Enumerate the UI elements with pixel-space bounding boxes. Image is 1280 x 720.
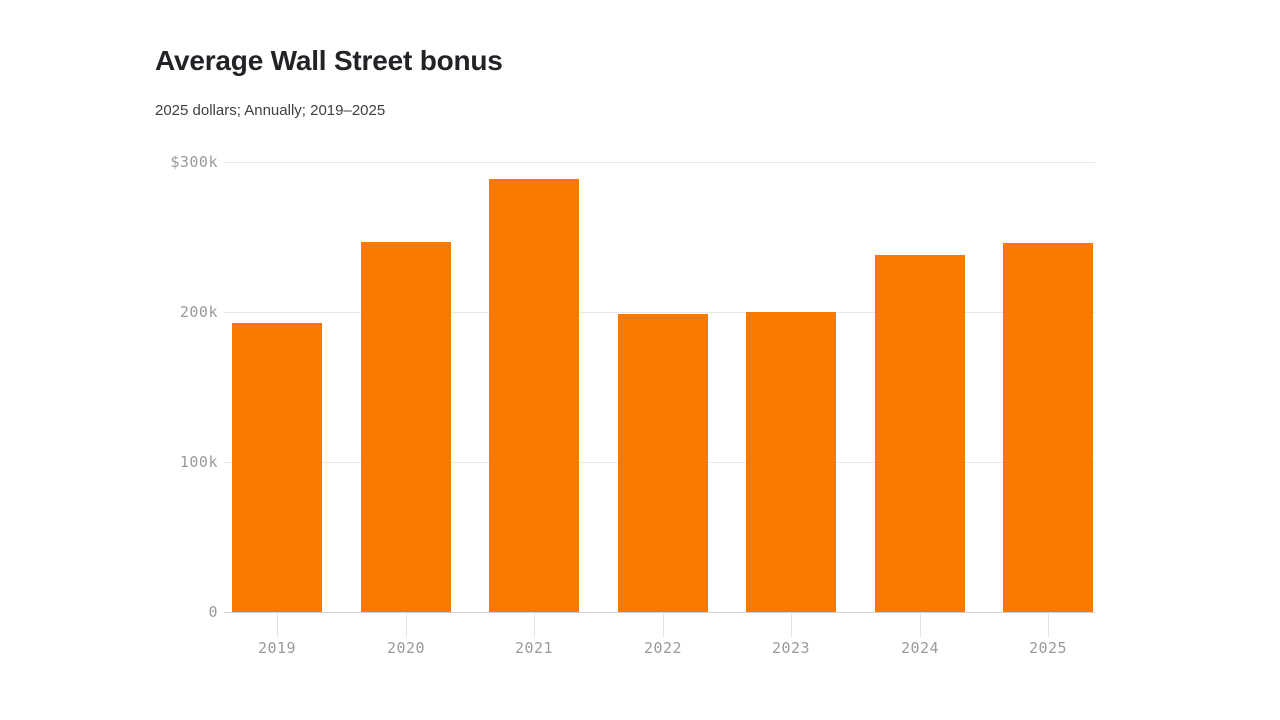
x-tick-2022 (663, 613, 664, 637)
x-axis-label-2025: 2025 (1028, 639, 1068, 657)
gridline-200k (224, 312, 1095, 313)
x-axis-line (224, 612, 1095, 613)
bar-2019 (232, 323, 322, 612)
y-axis-label-100k: 100k (179, 453, 218, 471)
bar-2024 (875, 255, 965, 612)
bar-2025 (1003, 243, 1093, 612)
bar-2022 (618, 314, 708, 612)
chart-subtitle: 2025 dollars; Annually; 2019–2025 (155, 102, 386, 119)
x-tick-2020 (406, 613, 407, 637)
y-axis-label-200k: 200k (179, 303, 218, 321)
bar-2020 (361, 242, 451, 612)
x-axis-label-2023: 2023 (771, 639, 811, 657)
x-tick-2024 (920, 613, 921, 637)
x-tick-2023 (791, 613, 792, 637)
x-axis-label-2024: 2024 (900, 639, 940, 657)
y-axis-label-0: 0 (208, 603, 218, 621)
x-axis-label-2019: 2019 (257, 639, 297, 657)
chart-title: Average Wall Street bonus (155, 45, 503, 76)
bar-2023 (746, 312, 836, 612)
x-axis-label-2020: 2020 (386, 639, 426, 657)
gridline-300k (224, 162, 1095, 163)
x-tick-2019 (277, 613, 278, 637)
x-tick-2021 (534, 613, 535, 637)
bar-2021 (489, 179, 579, 612)
y-axis-label-300k: $300k (170, 153, 218, 171)
x-tick-2025 (1048, 613, 1049, 637)
x-axis-label-2022: 2022 (643, 639, 683, 657)
x-axis-label-2021: 2021 (514, 639, 554, 657)
